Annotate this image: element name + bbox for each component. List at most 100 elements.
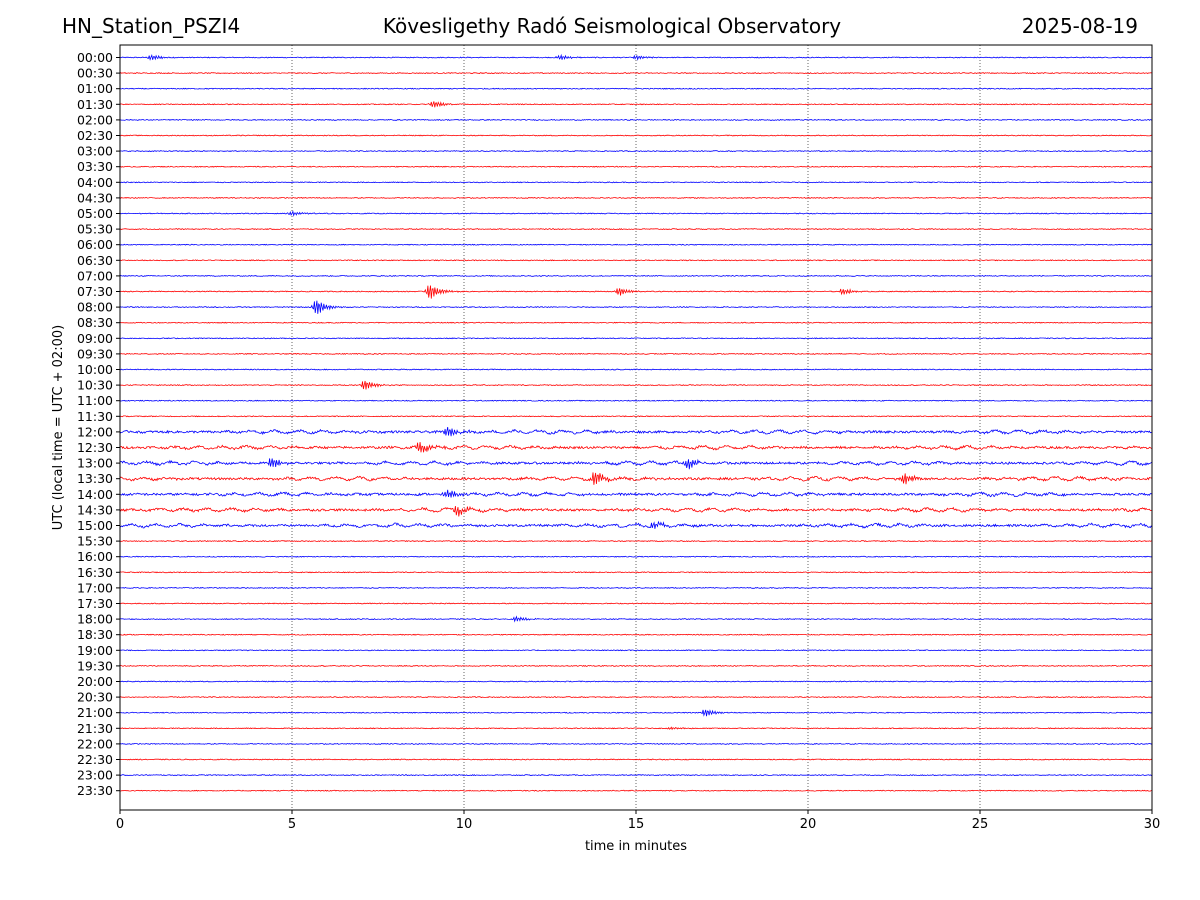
trace-02:30 [119, 134, 1153, 137]
y-tick-label: 02:00 [77, 112, 113, 127]
y-tick-label: 15:30 [77, 534, 113, 549]
y-tick-label: 20:00 [77, 674, 113, 689]
trace-13:30 [119, 472, 1153, 485]
y-tick-label: 13:00 [77, 456, 113, 471]
trace-07:30 [119, 285, 1152, 299]
trace-08:30 [119, 321, 1153, 324]
trace-03:00 [119, 150, 1153, 153]
y-tick-label: 18:30 [77, 627, 113, 642]
x-axis-label: time in minutes [585, 839, 687, 854]
trace-19:00 [119, 649, 1153, 652]
y-tick-label: 21:00 [77, 705, 113, 720]
trace-05:30 [119, 228, 1153, 231]
trace-19:30 [119, 664, 1153, 667]
trace-13:00 [119, 458, 1153, 470]
y-tick-label: 07:00 [77, 268, 113, 283]
trace-15:00 [119, 520, 1153, 529]
y-tick-label: 23:30 [77, 783, 113, 798]
y-tick-label: 11:30 [77, 409, 113, 424]
y-tick-label: 05:30 [77, 222, 113, 237]
trace-16:00 [119, 555, 1153, 558]
trace-17:30 [119, 602, 1153, 605]
y-tick-label: 20:30 [77, 690, 113, 705]
y-tick-label: 12:30 [77, 440, 113, 455]
trace-04:30 [119, 196, 1153, 199]
x-tick-label: 5 [288, 817, 296, 832]
y-tick-label: 16:30 [77, 565, 113, 580]
trace-12:30 [119, 442, 1153, 453]
y-tick-label: 14:00 [77, 487, 113, 502]
y-tick-label: 22:00 [77, 736, 113, 751]
trace-21:30 [119, 726, 1153, 731]
trace-02:00 [119, 118, 1153, 121]
x-tick-label: 0 [116, 817, 124, 832]
y-tick-label: 17:30 [77, 596, 113, 611]
x-tick-labels: 0 5 10 15 20 25 30 [116, 810, 1160, 832]
trace-01:00 [119, 87, 1153, 90]
station-name: HN_Station_PSZI4 [62, 14, 241, 38]
trace-06:30 [119, 259, 1153, 262]
plot-date: 2025-08-19 [1021, 14, 1138, 38]
y-tick-label: 16:00 [77, 549, 113, 564]
y-tick-label: 01:30 [77, 97, 113, 112]
trace-00:30 [119, 72, 1153, 75]
y-tick-label: 23:00 [77, 768, 113, 783]
y-tick-label: 11:00 [77, 393, 113, 408]
trace-14:30 [119, 505, 1153, 517]
grid-layer [291, 45, 981, 810]
trace-20:30 [119, 696, 1153, 699]
y-tick-label: 08:00 [77, 300, 113, 315]
observatory-title: Kövesligethy Radó Seismological Observat… [382, 14, 842, 38]
y-tick-label: 06:30 [77, 253, 113, 268]
y-tick-labels: 00:0000:3001:0001:3002:0002:3003:0003:30… [77, 50, 120, 798]
trace-09:30 [119, 352, 1153, 355]
y-tick-label: 07:30 [77, 284, 113, 299]
y-tick-label: 19:30 [77, 658, 113, 673]
trace-07:00 [119, 274, 1153, 277]
y-tick-label: 03:30 [77, 159, 113, 174]
y-tick-label: 00:00 [77, 50, 113, 65]
trace-14:00 [119, 489, 1153, 498]
y-tick-label: 12:00 [77, 424, 113, 439]
trace-11:00 [119, 399, 1153, 402]
y-tick-label: 03:00 [77, 144, 113, 159]
x-tick-label: 15 [628, 817, 645, 832]
trace-00:00 [119, 53, 1153, 61]
trace-22:00 [119, 742, 1153, 745]
trace-01:30 [119, 101, 1153, 108]
trace-03:30 [119, 165, 1153, 168]
y-tick-label: 17:00 [77, 580, 113, 595]
y-tick-label: 05:00 [77, 206, 113, 221]
trace-18:30 [119, 633, 1152, 636]
y-tick-label: 13:30 [77, 471, 113, 486]
trace-08:00 [119, 300, 1153, 314]
trace-16:30 [119, 571, 1152, 574]
y-tick-label: 06:00 [77, 237, 113, 252]
y-tick-label: 02:30 [77, 128, 113, 143]
trace-09:00 [119, 337, 1153, 340]
x-tick-label: 10 [456, 817, 473, 832]
trace-10:30 [119, 380, 1153, 390]
y-tick-label: 08:30 [77, 315, 113, 330]
trace-23:00 [119, 774, 1153, 777]
y-tick-label: 00:30 [77, 66, 113, 81]
y-tick-label: 04:00 [77, 175, 113, 190]
y-tick-label: 22:30 [77, 752, 113, 767]
trace-layer [119, 53, 1153, 792]
trace-04:00 [119, 181, 1153, 184]
trace-05:00 [119, 210, 1153, 217]
trace-11:30 [119, 415, 1153, 418]
y-tick-label: 14:30 [77, 502, 113, 517]
x-tick-label: 25 [972, 817, 989, 832]
y-tick-label: 10:00 [77, 362, 113, 377]
y-tick-label: 01:00 [77, 81, 113, 96]
y-tick-label: 09:30 [77, 346, 113, 361]
y-tick-label: 18:00 [77, 612, 113, 627]
trace-21:00 [119, 709, 1153, 717]
y-tick-label: 04:30 [77, 190, 113, 205]
trace-18:00 [119, 615, 1152, 623]
y-tick-label: 09:00 [77, 331, 113, 346]
trace-17:00 [119, 586, 1153, 589]
y-tick-label: 21:30 [77, 721, 113, 736]
